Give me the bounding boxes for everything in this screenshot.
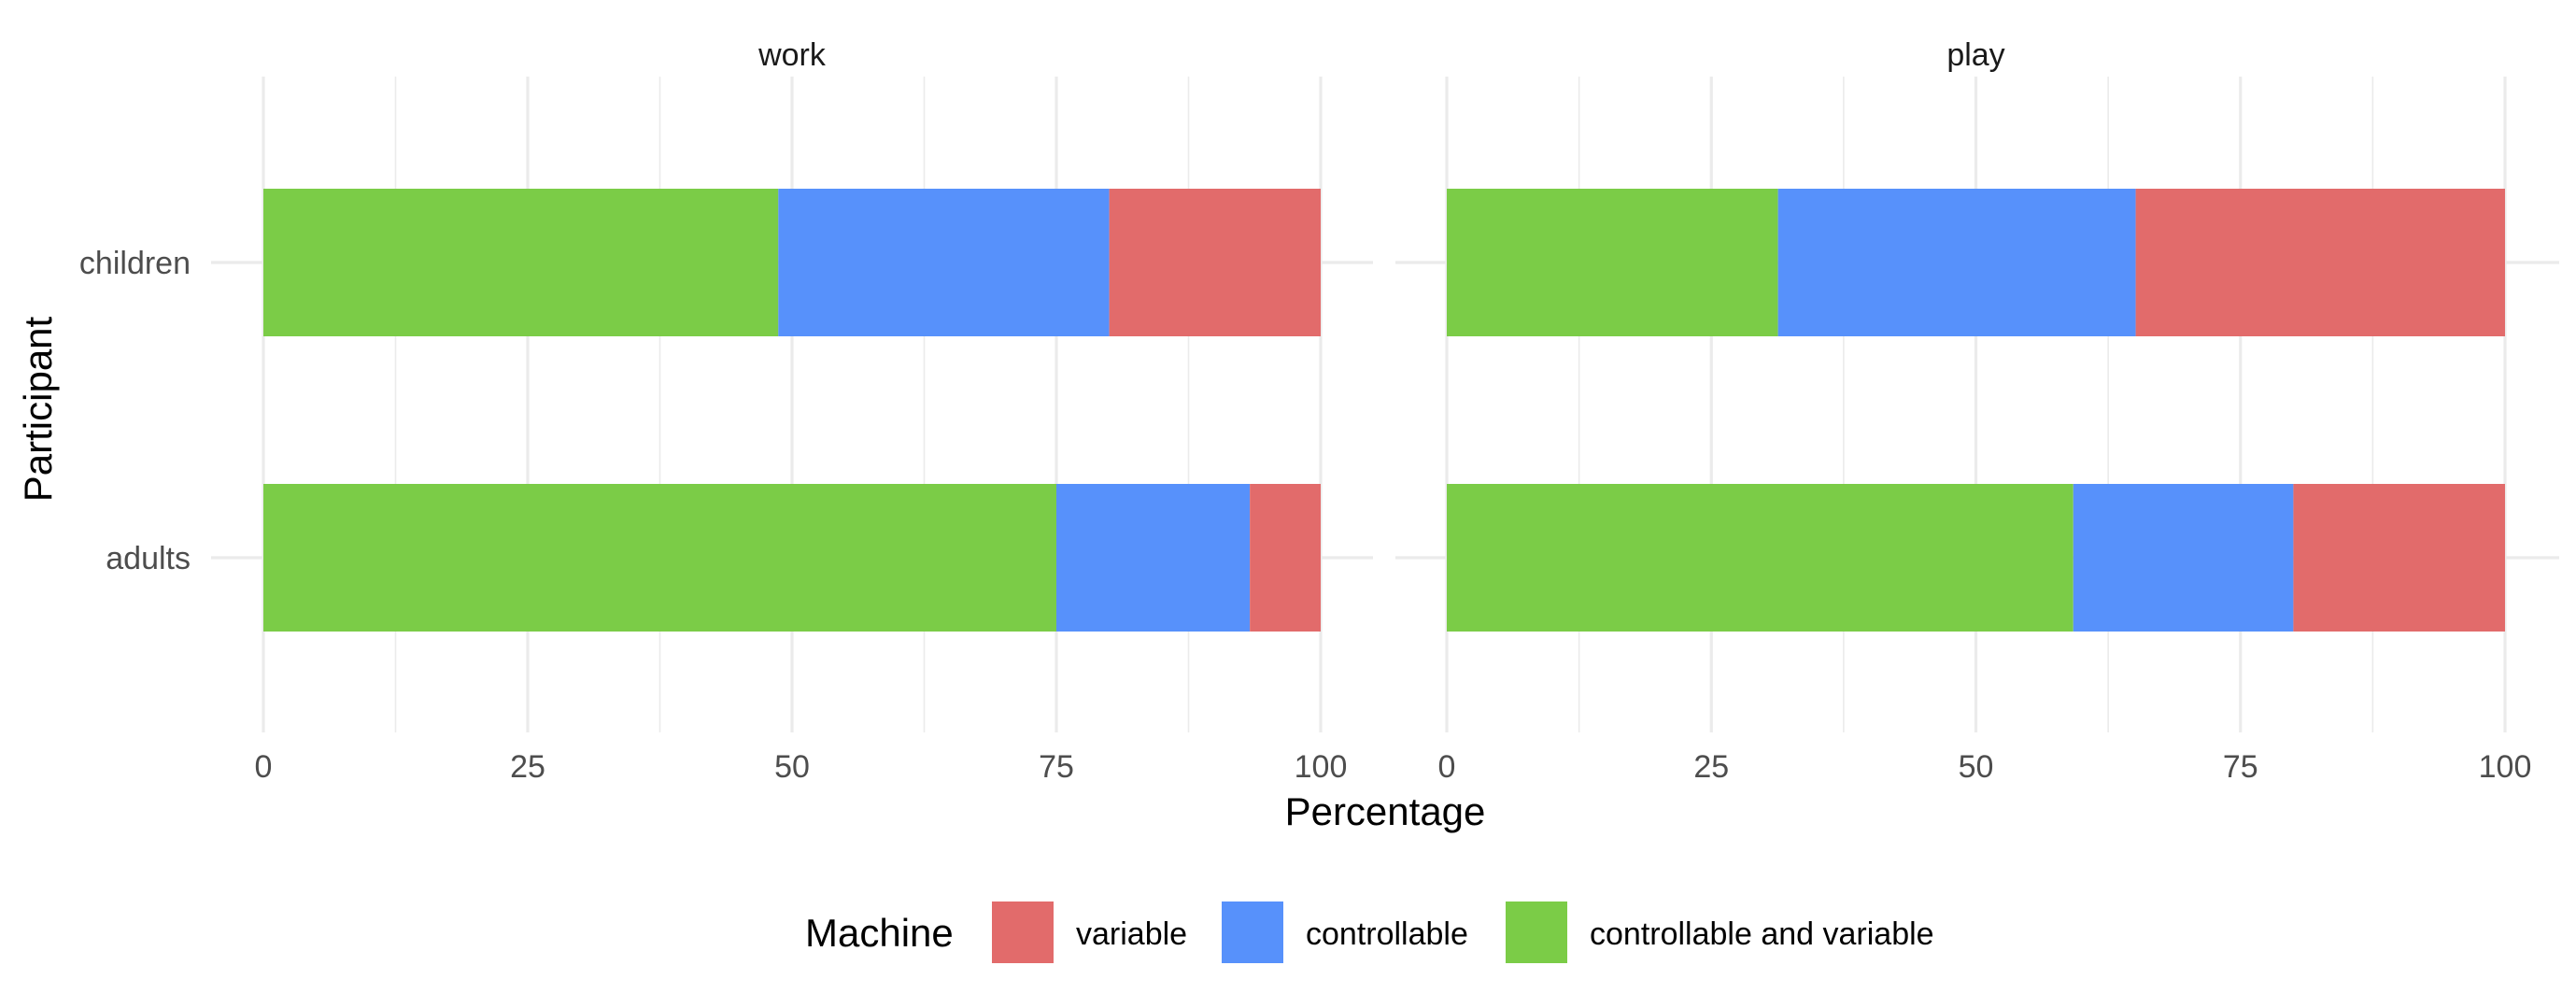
bar-play-children-variable — [2135, 189, 2505, 336]
legend-label-controllable-and-variable: controllable and variable — [1590, 916, 1934, 952]
legend-key-controllable — [1222, 902, 1283, 963]
x-tick-label-work: 25 — [510, 749, 545, 785]
bar-work-adults-variable — [1250, 484, 1321, 632]
y-tick-label-adults: adults — [106, 541, 191, 576]
x-tick-label-play: 100 — [2479, 749, 2532, 785]
x-tick-label-work: 100 — [1295, 749, 1348, 785]
facet-title-work: work — [757, 37, 827, 73]
bar-work-adults-controllable — [1056, 484, 1251, 632]
x-tick-label-play: 25 — [1693, 749, 1729, 785]
facet-title-play: play — [1946, 37, 2004, 73]
bar-play-adults-controllable-and-variable — [1447, 484, 2074, 632]
x-tick-label-work: 0 — [255, 749, 273, 785]
x-tick-label-play: 0 — [1438, 749, 1456, 785]
legend-label-controllable: controllable — [1306, 916, 1468, 952]
legend-label-variable: variable — [1076, 916, 1187, 952]
y-tick-label-children: children — [79, 246, 191, 281]
bar-work-children-variable — [1109, 189, 1321, 336]
legend: Machine variable controllable controllab… — [805, 902, 1934, 963]
bar-play-adults-variable — [2293, 484, 2505, 632]
bar-work-children-controllable — [778, 189, 1110, 336]
bar-layer — [263, 189, 2505, 632]
x-tick-label-work: 50 — [774, 749, 810, 785]
x-tick-label-play: 75 — [2223, 749, 2258, 785]
label-layer: 0 25 50 75 100 work 0 25 50 75 100 play children adul… — [79, 37, 2531, 785]
y-axis-title: Participant — [16, 316, 60, 502]
bar-play-children-controllable — [1777, 189, 2136, 336]
legend-title: Machine — [805, 911, 954, 955]
bar-work-adults-controllable-and-variable — [263, 484, 1056, 632]
grid-layer — [211, 77, 2559, 732]
bar-work-children-controllable-and-variable — [263, 189, 779, 336]
bar-play-adults-controllable — [2073, 484, 2294, 632]
legend-key-variable — [992, 902, 1054, 963]
x-tick-label-work: 75 — [1039, 749, 1074, 785]
legend-key-controllable-and-variable — [1506, 902, 1567, 963]
bar-play-children-controllable-and-variable — [1447, 189, 1778, 336]
x-tick-label-play: 50 — [1959, 749, 1994, 785]
x-axis-title: Percentage — [1285, 789, 1486, 833]
